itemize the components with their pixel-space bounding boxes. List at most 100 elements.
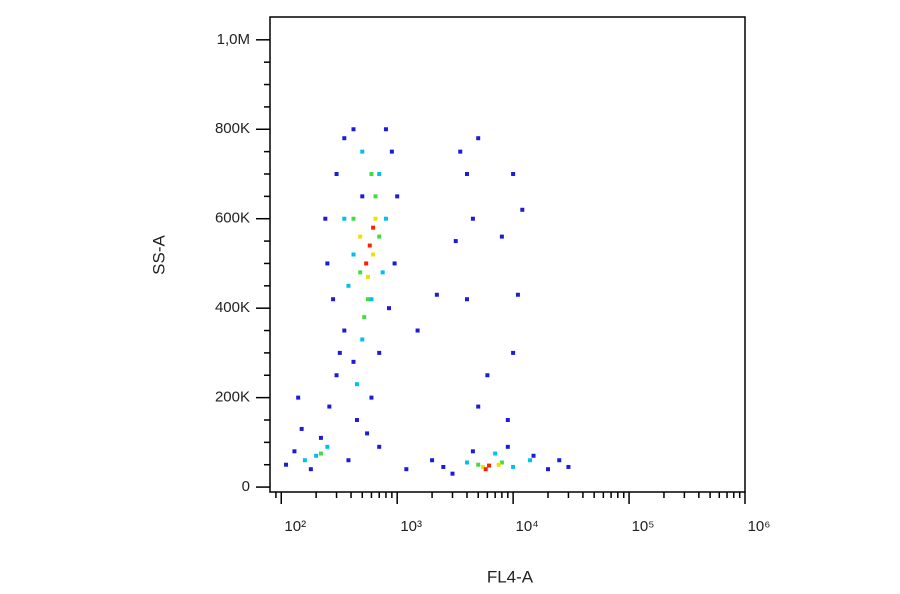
event-dot xyxy=(557,458,562,463)
event-dot xyxy=(476,136,481,141)
y-tick-label: 400K xyxy=(215,299,250,316)
event-dot xyxy=(389,149,394,154)
event-dot xyxy=(318,435,323,440)
event-dot xyxy=(308,467,313,472)
event-dot xyxy=(365,274,370,279)
event-dot xyxy=(346,458,351,463)
event-dot xyxy=(493,451,498,456)
event-dot xyxy=(334,373,339,378)
event-dot xyxy=(342,328,347,333)
event-dot xyxy=(296,395,301,400)
event-dot xyxy=(323,216,328,221)
event-dot xyxy=(342,136,347,141)
event-dot xyxy=(299,426,304,431)
event-dot xyxy=(364,261,369,266)
event-dot xyxy=(331,297,336,302)
event-dot xyxy=(284,462,289,467)
event-dot xyxy=(360,194,365,199)
y-tick-label: 1,0M xyxy=(217,31,250,48)
event-dot xyxy=(365,297,370,302)
event-dot xyxy=(351,359,356,364)
event-dot xyxy=(386,306,391,311)
event-dot xyxy=(377,171,382,176)
x-tick-label: 10⁶ xyxy=(748,518,771,535)
y-tick-label: 600K xyxy=(215,210,250,227)
event-dot xyxy=(377,444,382,449)
event-dot xyxy=(485,373,490,378)
event-dot xyxy=(365,431,370,436)
event-dot xyxy=(481,464,486,469)
event-dot xyxy=(373,216,378,221)
event-dot xyxy=(358,234,363,239)
event-dot xyxy=(464,460,469,465)
event-dot xyxy=(318,451,323,456)
event-dot xyxy=(458,149,463,154)
event-dot xyxy=(483,467,488,472)
event-dot xyxy=(362,315,367,320)
event-dot xyxy=(371,252,376,257)
event-dot xyxy=(499,460,504,465)
event-dot xyxy=(487,463,492,468)
event-dot xyxy=(351,127,356,132)
event-dot xyxy=(505,444,510,449)
event-dot xyxy=(453,239,458,244)
event-dot xyxy=(470,216,475,221)
event-dot xyxy=(434,292,439,297)
x-tick-label: 10⁴ xyxy=(516,518,539,535)
event-dot xyxy=(383,216,388,221)
event-dot xyxy=(371,225,376,230)
event-dot xyxy=(566,464,571,469)
event-dot xyxy=(358,270,363,275)
event-dot xyxy=(464,171,469,176)
event-dot xyxy=(511,350,516,355)
event-dot xyxy=(373,194,378,199)
event-dot xyxy=(441,464,446,469)
y-tick-label: 200K xyxy=(215,389,250,406)
event-dot xyxy=(476,462,481,467)
event-dot xyxy=(392,261,397,266)
x-tick-label: 10⁵ xyxy=(632,518,655,535)
event-dot xyxy=(302,458,307,463)
event-dot xyxy=(351,216,356,221)
event-dot xyxy=(369,297,374,302)
event-dot xyxy=(531,453,536,458)
event-dot xyxy=(354,382,359,387)
event-dot xyxy=(354,417,359,422)
event-dot xyxy=(505,417,510,422)
event-dot xyxy=(496,462,501,467)
event-dot xyxy=(327,404,332,409)
event-dot xyxy=(325,444,330,449)
event-dot xyxy=(546,467,551,472)
y-tick-label: 800K xyxy=(215,120,250,137)
event-dot xyxy=(520,207,525,212)
event-dot xyxy=(351,252,356,257)
event-dot xyxy=(528,458,533,463)
x-tick-label: 10³ xyxy=(400,518,422,535)
event-dot xyxy=(415,328,420,333)
event-dot xyxy=(476,404,481,409)
event-dot xyxy=(470,449,475,454)
event-dot xyxy=(292,449,297,454)
event-dot xyxy=(515,292,520,297)
event-dot xyxy=(450,471,455,476)
event-dot xyxy=(334,171,339,176)
event-dot xyxy=(337,350,342,355)
x-tick-label: 10² xyxy=(284,518,306,535)
event-dot xyxy=(377,350,382,355)
event-dot xyxy=(377,234,382,239)
event-dot xyxy=(383,127,388,132)
event-dot xyxy=(325,261,330,266)
event-dot xyxy=(380,270,385,275)
event-dot xyxy=(499,234,504,239)
event-dot xyxy=(369,171,374,176)
event-dot xyxy=(511,171,516,176)
event-dot xyxy=(314,453,319,458)
event-dot xyxy=(369,395,374,400)
y-tick-label: 0 xyxy=(242,478,250,495)
event-dot xyxy=(346,283,351,288)
event-dot xyxy=(404,467,409,472)
event-dot xyxy=(430,458,435,463)
event-dot xyxy=(395,194,400,199)
x-axis-title: FL4-A xyxy=(487,567,534,586)
